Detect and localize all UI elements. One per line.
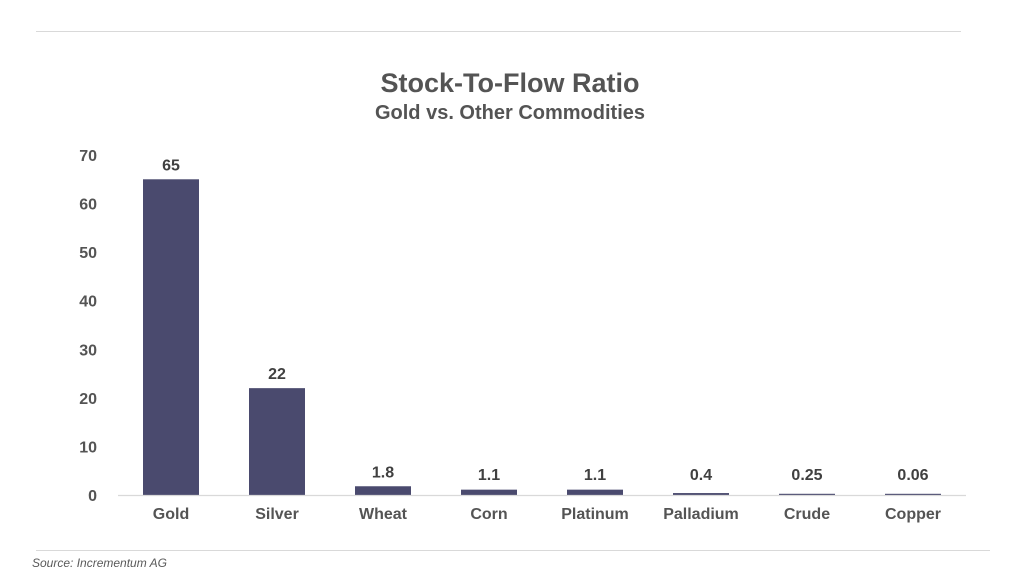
data-label: 22 <box>268 366 286 383</box>
category-label: Corn <box>470 506 507 523</box>
bar-palladium <box>673 493 729 495</box>
category-label: Gold <box>153 506 189 523</box>
y-tick-label: 0 <box>88 488 97 505</box>
category-label: Wheat <box>359 506 408 523</box>
bar-wheat <box>355 486 411 495</box>
chart-subtitle: Gold vs. Other Commodities <box>374 102 646 124</box>
data-label: 1.1 <box>478 467 500 484</box>
data-label: 0.4 <box>690 467 712 484</box>
y-tick-label: 50 <box>79 245 97 262</box>
source-note: Source: Incrementum AG <box>32 556 167 570</box>
y-tick-label: 70 <box>79 148 97 165</box>
bar-platinum <box>567 489 623 495</box>
data-label: 1.8 <box>372 464 394 481</box>
y-tick-label: 40 <box>79 294 97 311</box>
data-label: 65 <box>162 157 180 174</box>
data-label: 0.25 <box>791 467 822 484</box>
y-tick-label: 30 <box>79 342 97 359</box>
top-divider <box>36 31 961 32</box>
bar-corn <box>461 489 517 495</box>
bar-gold <box>143 179 199 496</box>
bottom-divider <box>36 550 990 551</box>
chart-title: Stock-To-Flow Ratio <box>380 68 640 98</box>
category-label: Copper <box>885 506 941 523</box>
bar-silver <box>249 388 305 495</box>
category-label: Silver <box>255 506 299 523</box>
category-label: Crude <box>784 506 830 523</box>
data-label: 0.06 <box>897 467 928 484</box>
bar-crude <box>779 493 835 495</box>
y-tick-label: 60 <box>79 197 97 214</box>
category-label: Palladium <box>663 506 739 523</box>
data-label: 1.1 <box>584 467 606 484</box>
category-label: Platinum <box>561 506 629 523</box>
y-tick-label: 10 <box>79 439 97 456</box>
bar-copper <box>885 493 941 495</box>
y-tick-label: 20 <box>79 391 97 408</box>
